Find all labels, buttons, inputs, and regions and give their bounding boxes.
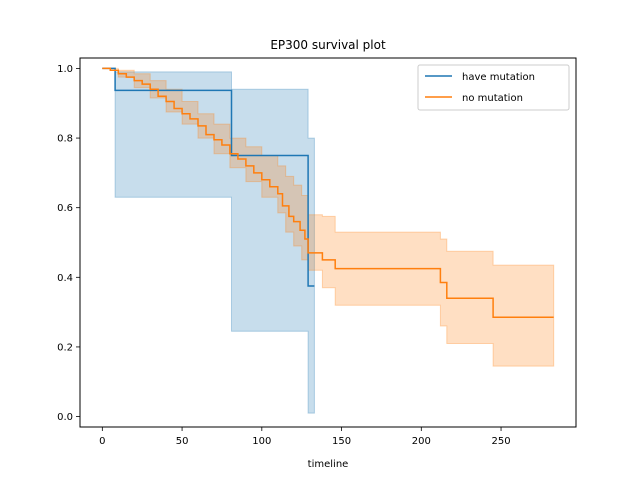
x-tick-label: 50	[176, 436, 189, 447]
x-axis-label: timeline	[308, 459, 349, 470]
legend-label-no-mutation: no mutation	[462, 93, 523, 104]
y-tick-label: 0.6	[57, 203, 73, 214]
chart-title: EP300 survival plot	[270, 38, 386, 52]
legend-box	[417, 64, 570, 111]
y-tick-label: 0.2	[57, 342, 73, 353]
y-tick-label: 0.0	[57, 412, 73, 423]
survival-line-have-mutation	[102, 67, 315, 287]
x-tick-label: 100	[252, 436, 271, 447]
ci-band-have-mutation	[102, 67, 315, 414]
x-tick-label: 150	[332, 436, 351, 447]
x-axis-ticks: 0 50 100 150 200 250	[99, 427, 511, 447]
ci-band-no-mutation	[102, 67, 555, 367]
y-axis-ticks: 0.0 0.2 0.4 0.6 0.8 1.0	[57, 64, 80, 423]
legend: have mutation no mutation	[417, 64, 570, 111]
survival-lines	[102, 67, 554, 319]
legend-label-have-mutation: have mutation	[462, 72, 535, 83]
y-tick-label: 0.8	[57, 134, 73, 145]
confidence-bands	[102, 67, 555, 414]
x-tick-label: 0	[99, 436, 105, 447]
x-tick-label: 250	[491, 436, 510, 447]
survival-line-no-mutation	[102, 67, 554, 319]
y-tick-label: 1.0	[57, 64, 73, 75]
plot-frame	[79, 57, 577, 428]
y-tick-label: 0.4	[57, 273, 73, 284]
x-tick-label: 200	[412, 436, 431, 447]
